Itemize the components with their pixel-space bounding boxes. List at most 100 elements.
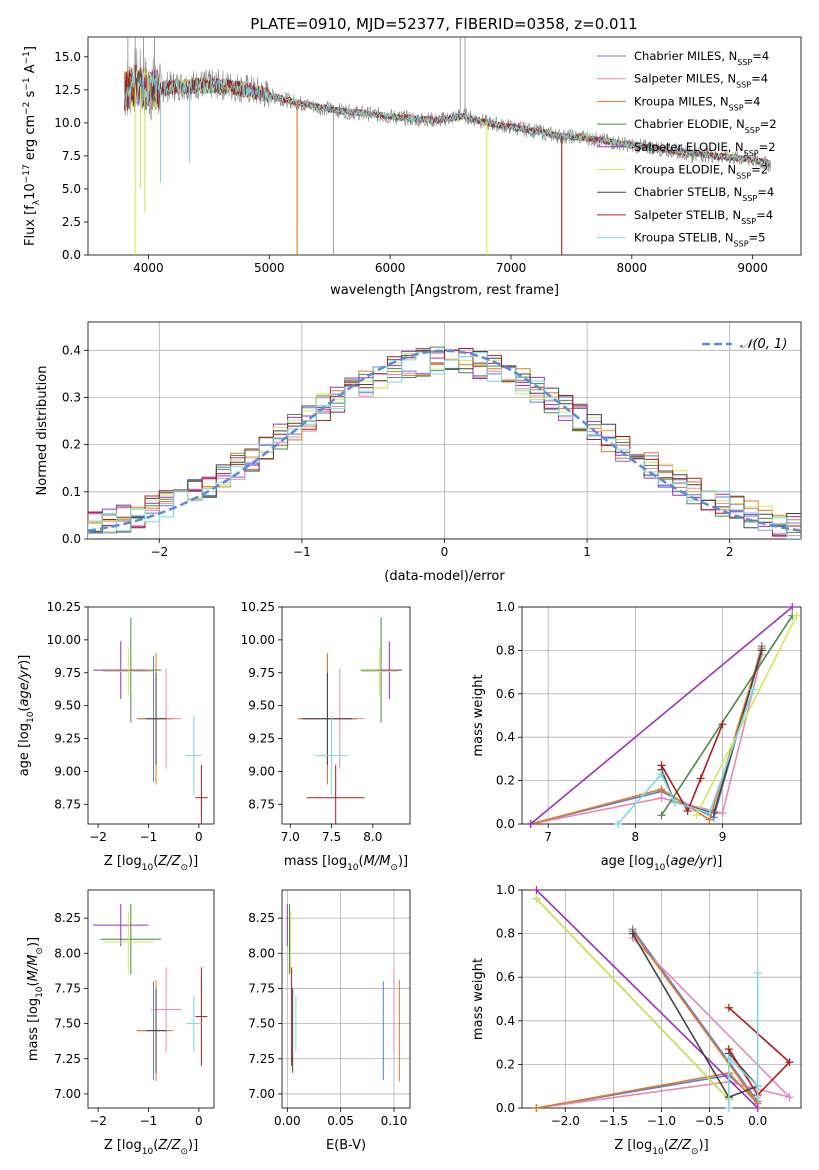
weight-marker (724, 1003, 733, 1012)
y-axis-label: Normed distribution (35, 366, 50, 496)
weight-line (660, 615, 793, 816)
weight-marker (526, 820, 535, 828)
label-part: ( (153, 854, 158, 869)
axes-frame (87, 321, 802, 540)
label-part: A (23, 64, 38, 77)
weight-line (631, 933, 760, 1099)
x-tick-label: −1.0 (647, 1114, 676, 1128)
y-tick-label: 9.25 (248, 732, 275, 746)
y-tick-label: 8.00 (248, 946, 275, 960)
label-part: M/M (364, 854, 391, 869)
legend-entry: Salpeter ELODIE, NSSP=2 (634, 140, 776, 158)
weight-marker (613, 820, 622, 828)
label-part: Z [log (104, 854, 142, 869)
label-part: Flux [f (23, 205, 38, 246)
x-tick-label: 7 (544, 830, 552, 844)
weight-marker (670, 798, 679, 807)
y-tick-label: 2.5 (62, 215, 81, 229)
y-tick-label: 0.1 (62, 485, 81, 499)
y-tick-label: 9.50 (54, 699, 81, 713)
label-part: 10 (26, 711, 36, 723)
axes-frame (281, 889, 411, 1109)
y-tick-label: 8.00 (54, 946, 81, 960)
y-tick-label: 0.0 (496, 817, 515, 831)
x-tick-label: 6000 (375, 261, 406, 275)
label-part: Kroupa MILES, N (634, 94, 729, 108)
weight-marker (696, 774, 705, 783)
axes-frame (281, 606, 411, 825)
label-part: −17 (22, 164, 32, 183)
y-tick-label: 0.0 (62, 532, 81, 546)
y-tick-label: 0.6 (496, 687, 515, 701)
y-tick-label: 12.5 (54, 83, 81, 97)
label-part: λ (32, 199, 42, 205)
label-part: SSP (741, 216, 756, 225)
x-tick-label: 9 (719, 830, 727, 844)
ebv_vs_mass-axes: 0.00 0.05 0.10 7.00 7.25 7.50 7.75 8.00 8.25 E(B-… (248, 889, 411, 1153)
weight-line (530, 607, 793, 824)
label-part: =4 (756, 208, 773, 222)
weight-marker (792, 611, 801, 620)
residual-histogram (88, 351, 801, 539)
axes-frame (87, 889, 215, 1109)
weight-marker (683, 806, 692, 815)
y-tick-label: 10.25 (241, 600, 275, 614)
label-part: M/M (26, 955, 41, 982)
label-part: Chabrier STELIB, N (634, 185, 742, 199)
label-part: Chabrier ELODIE, N (634, 117, 745, 131)
y-tick-label: 7.00 (248, 1087, 275, 1101)
label-part: SSP (745, 126, 760, 135)
x-tick-label: 8.0 (363, 830, 382, 844)
x-tick-label: 7.0 (281, 830, 300, 844)
x-tick-label: −1 (293, 545, 311, 559)
weight-marker (785, 1058, 794, 1067)
label-part: 10 (347, 863, 359, 873)
y-tick-label: 0.6 (496, 970, 515, 984)
x-tick-label: −2 (89, 830, 107, 844)
weight-marker (705, 809, 714, 818)
x-axis-label: mass [log10(M/M⊙)] (284, 854, 408, 873)
weight-line (536, 928, 759, 1108)
legend-entry: Salpeter STELIB, NSSP=4 (634, 208, 773, 226)
label-part: erg cm (23, 115, 38, 164)
weight-marker (724, 1045, 733, 1054)
y-tick-label: 10.00 (241, 633, 275, 647)
label-part: ( (665, 854, 670, 869)
label-part: −2 (22, 102, 32, 115)
x-axis-label: Z [log10(Z/Z⊙)] (104, 854, 198, 873)
label-part: Z [log (104, 1138, 142, 1153)
y-axis-label: mass weight (471, 958, 486, 1040)
spectrum-axes: 4000 5000 6000 7000 8000 9000 0.0 2.5 5.0 7.5 10.0… (22, 36, 802, 298)
y-tick-label: 9.75 (248, 666, 275, 680)
y-tick-label: 8.75 (248, 797, 275, 811)
label-part: )] (26, 937, 41, 947)
mass_vs_age-axes: 7.0 7.5 8.0 8.75 9.00 9.25 9.50 9.75 10.00 10.25 m… (241, 600, 411, 873)
x-tick-label: 2 (726, 545, 734, 559)
label-part: SSP (736, 171, 751, 180)
label-part: ( (17, 707, 32, 712)
label-part: =4 (752, 49, 769, 63)
weight-marker (718, 720, 727, 729)
axes-frame (521, 606, 802, 825)
label-part: Z/Z (157, 1138, 181, 1153)
y-tick-label: 7.50 (54, 1017, 81, 1031)
label-part: =2 (759, 140, 776, 154)
y-tick-label: 9.00 (248, 764, 275, 778)
x-tick-label: 7000 (496, 261, 527, 275)
y-axis-label: mass weight (471, 674, 486, 756)
weight-line (536, 930, 759, 1108)
y-tick-label: 9.75 (54, 666, 81, 680)
legend-entry: Chabrier MILES, NSSP=4 (634, 49, 769, 67)
y-tick-label: 0.4 (496, 730, 515, 744)
y-tick-label: 8.25 (54, 911, 81, 925)
residuals-axes: −2 −1 0 1 2 0.0 0.1 0.2 0.3 0.4 𝒩(0, 1) (data-model… (35, 321, 802, 584)
y-tick-label: 1.0 (496, 883, 515, 897)
x-tick-label: 4000 (133, 261, 164, 275)
weight-marker (753, 1093, 762, 1102)
y-tick-label: 15.0 (54, 50, 81, 64)
label-part: )] (188, 1138, 198, 1153)
y-tick-label: 7.5 (62, 149, 81, 163)
label-part: =2 (751, 163, 768, 177)
